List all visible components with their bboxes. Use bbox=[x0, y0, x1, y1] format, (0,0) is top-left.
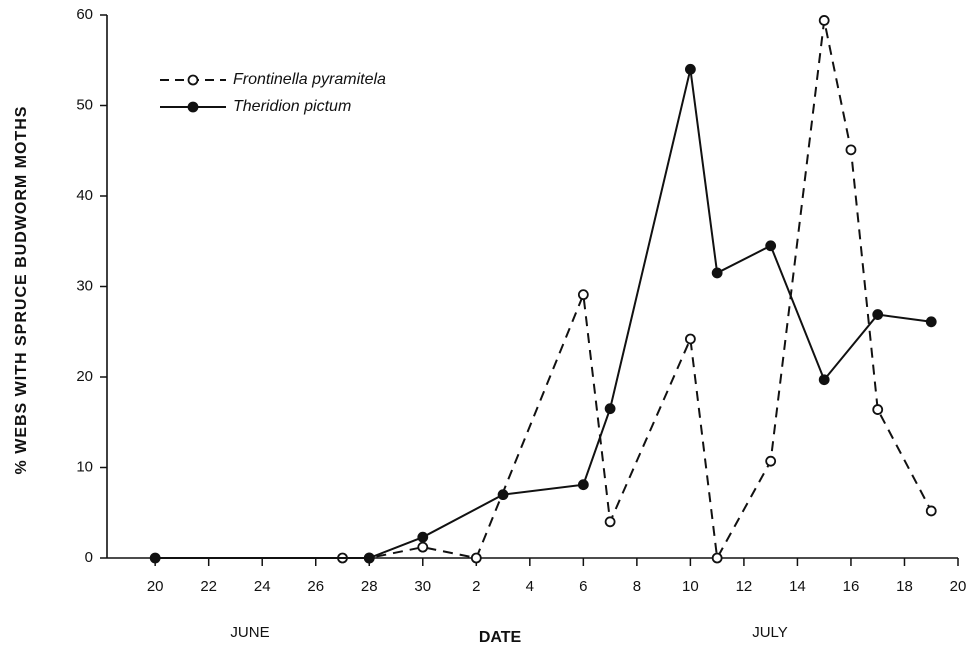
month-label: JULY bbox=[752, 624, 788, 641]
x-tick-label: 2 bbox=[472, 578, 480, 595]
y-tick-label: 0 bbox=[85, 549, 93, 566]
marker bbox=[925, 505, 937, 517]
marker bbox=[684, 63, 696, 75]
month-label: JUNE bbox=[230, 624, 269, 641]
x-tick-label: 8 bbox=[633, 578, 641, 595]
x-tick-label: 12 bbox=[736, 578, 753, 595]
marker bbox=[577, 289, 589, 301]
y-tick-label: 50 bbox=[76, 96, 93, 113]
y-axis-title: % WEBS WITH SPRUCE BUDWORM MOTHS bbox=[13, 106, 30, 475]
marker bbox=[711, 552, 723, 564]
marker bbox=[363, 552, 375, 564]
marker bbox=[711, 267, 723, 279]
x-tick-label: 22 bbox=[200, 578, 217, 595]
x-tick-label: 4 bbox=[526, 578, 534, 595]
marker bbox=[872, 309, 884, 320]
marker bbox=[417, 541, 429, 553]
legend-marker bbox=[187, 101, 199, 113]
marker bbox=[845, 144, 857, 156]
y-tick-label: 30 bbox=[76, 277, 93, 294]
x-tick-label: 28 bbox=[361, 578, 378, 595]
x-tick-label: 20 bbox=[147, 578, 164, 595]
marker bbox=[417, 531, 429, 543]
x-tick-label: 30 bbox=[414, 578, 431, 595]
marker bbox=[604, 516, 616, 528]
marker bbox=[872, 404, 884, 415]
x-tick-label: 6 bbox=[579, 578, 587, 595]
marker bbox=[149, 552, 161, 564]
marker bbox=[684, 333, 696, 345]
marker bbox=[604, 403, 616, 415]
legend-label: Theridion pictum bbox=[233, 98, 351, 115]
marker bbox=[765, 455, 777, 467]
x-axis-title: DATE bbox=[479, 629, 522, 646]
marker bbox=[765, 240, 777, 252]
legend-marker bbox=[187, 74, 199, 86]
x-tick-label: 10 bbox=[682, 578, 699, 595]
y-tick-label: 60 bbox=[76, 6, 93, 23]
marker bbox=[577, 479, 589, 491]
marker bbox=[497, 489, 509, 501]
y-tick-label: 20 bbox=[76, 368, 93, 385]
marker bbox=[818, 15, 830, 26]
series-line bbox=[342, 20, 933, 562]
y-tick-label: 40 bbox=[76, 187, 93, 204]
x-tick-label: 24 bbox=[254, 578, 271, 595]
x-tick-label: 26 bbox=[307, 578, 324, 595]
x-tick-label: 16 bbox=[843, 578, 860, 595]
y-tick-label: 10 bbox=[76, 458, 93, 475]
legend-label: Frontinella pyramitela bbox=[233, 71, 386, 88]
x-tick-label: 18 bbox=[896, 578, 913, 595]
marker bbox=[470, 552, 482, 564]
marker bbox=[925, 316, 937, 328]
x-tick-label: 20 bbox=[950, 578, 967, 595]
marker bbox=[818, 374, 830, 386]
x-tick-label: 14 bbox=[789, 578, 806, 595]
series-line bbox=[155, 69, 932, 559]
